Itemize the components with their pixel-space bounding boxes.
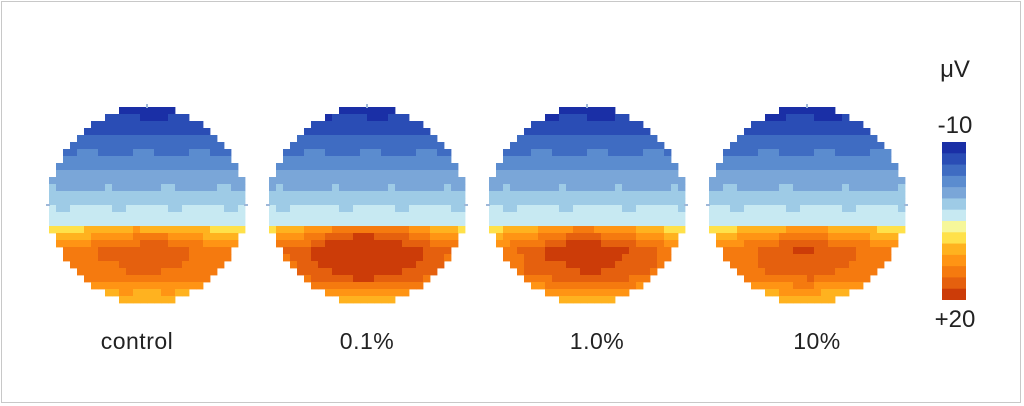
topomap-control bbox=[46, 104, 248, 304]
colorbar-step bbox=[942, 288, 966, 300]
colorbar-bottom-label: +20 bbox=[934, 306, 976, 333]
colorbar-step bbox=[942, 198, 966, 211]
colorbar-step bbox=[942, 221, 966, 233]
colorbar-unit: μV bbox=[940, 56, 970, 83]
label-control: control bbox=[100, 328, 174, 354]
colorbar-top-label: -10 bbox=[937, 112, 973, 139]
label-1-0-percent: 1.0% bbox=[569, 328, 625, 354]
colorbar-step bbox=[942, 266, 966, 279]
colorbar-step bbox=[942, 209, 966, 222]
colorbar-step bbox=[942, 254, 966, 267]
colorbar-step bbox=[942, 232, 966, 245]
colorbar-step bbox=[942, 175, 966, 188]
colorbar-step bbox=[942, 277, 966, 290]
topomap-10- bbox=[706, 104, 908, 304]
label-10-percent: 10% bbox=[793, 328, 841, 354]
colorbar-step bbox=[942, 153, 966, 166]
label-0-1-percent: 0.1% bbox=[339, 328, 395, 354]
colorbar-step bbox=[942, 164, 966, 177]
colorbar-step bbox=[942, 187, 966, 200]
topomap-0-1- bbox=[266, 104, 468, 304]
colorbar-step bbox=[942, 142, 966, 154]
colorbar bbox=[942, 142, 966, 300]
topomap-1-0- bbox=[486, 104, 688, 304]
colorbar-step bbox=[942, 243, 966, 256]
